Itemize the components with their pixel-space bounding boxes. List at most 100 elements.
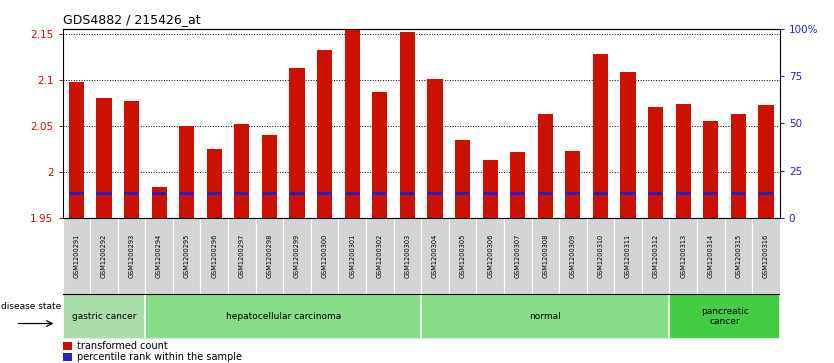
FancyBboxPatch shape <box>615 218 642 294</box>
Text: GSM1200294: GSM1200294 <box>156 234 162 278</box>
Bar <box>703 121 718 218</box>
Bar <box>152 187 167 218</box>
Bar <box>593 54 608 218</box>
FancyBboxPatch shape <box>725 218 752 294</box>
Bar <box>676 103 691 218</box>
FancyBboxPatch shape <box>559 218 586 294</box>
Bar <box>483 192 498 195</box>
FancyBboxPatch shape <box>173 218 200 294</box>
Bar <box>399 192 415 195</box>
Text: GSM1200306: GSM1200306 <box>487 234 493 278</box>
FancyBboxPatch shape <box>63 218 90 294</box>
Bar <box>262 135 277 218</box>
Bar <box>124 101 139 218</box>
Text: GSM1200302: GSM1200302 <box>377 234 383 278</box>
FancyBboxPatch shape <box>311 218 339 294</box>
Text: GSM1200304: GSM1200304 <box>432 234 438 278</box>
FancyBboxPatch shape <box>670 218 697 294</box>
FancyBboxPatch shape <box>90 218 118 294</box>
FancyBboxPatch shape <box>339 218 366 294</box>
FancyBboxPatch shape <box>421 218 449 294</box>
Text: GSM1200305: GSM1200305 <box>460 234 465 278</box>
Text: GSM1200297: GSM1200297 <box>239 234 245 278</box>
Bar <box>703 192 718 195</box>
Text: GSM1200291: GSM1200291 <box>73 234 79 278</box>
Bar <box>648 107 663 218</box>
FancyBboxPatch shape <box>256 218 284 294</box>
Bar <box>399 32 415 218</box>
Text: hepatocellular carcinoma: hepatocellular carcinoma <box>226 312 341 321</box>
Bar <box>289 68 304 218</box>
Text: GSM1200310: GSM1200310 <box>597 234 604 278</box>
FancyBboxPatch shape <box>642 218 670 294</box>
Bar <box>179 192 194 195</box>
Text: GSM1200316: GSM1200316 <box>763 234 769 278</box>
Bar <box>317 192 332 195</box>
Bar <box>207 149 222 218</box>
Bar <box>510 192 525 195</box>
Text: GSM1200312: GSM1200312 <box>653 234 659 278</box>
Bar <box>565 192 580 195</box>
Bar <box>455 192 470 195</box>
Bar <box>758 105 774 218</box>
Bar <box>538 192 553 195</box>
Text: GSM1200296: GSM1200296 <box>211 234 218 278</box>
Text: transformed count: transformed count <box>77 341 168 351</box>
Bar <box>648 192 663 195</box>
Text: GSM1200293: GSM1200293 <box>128 234 134 278</box>
Bar <box>124 192 139 195</box>
FancyBboxPatch shape <box>476 218 504 294</box>
Bar <box>207 192 222 195</box>
Bar <box>234 192 249 195</box>
Bar <box>63 353 72 361</box>
Bar <box>372 91 387 218</box>
Bar <box>289 192 304 195</box>
FancyBboxPatch shape <box>449 218 476 294</box>
FancyBboxPatch shape <box>228 218 256 294</box>
Text: percentile rank within the sample: percentile rank within the sample <box>77 352 242 362</box>
Text: gastric cancer: gastric cancer <box>72 312 136 321</box>
Bar <box>620 192 636 195</box>
Text: GSM1200295: GSM1200295 <box>183 234 189 278</box>
Bar <box>731 192 746 195</box>
Text: GSM1200307: GSM1200307 <box>515 234 520 278</box>
Bar <box>427 192 443 195</box>
Bar <box>68 82 84 218</box>
FancyBboxPatch shape <box>421 294 670 339</box>
Bar <box>455 139 470 218</box>
FancyBboxPatch shape <box>586 218 615 294</box>
Bar <box>676 192 691 195</box>
Bar <box>234 124 249 218</box>
Text: GSM1200299: GSM1200299 <box>294 234 300 278</box>
Bar <box>483 160 498 218</box>
Text: GSM1200301: GSM1200301 <box>349 234 355 278</box>
FancyBboxPatch shape <box>118 218 145 294</box>
Bar <box>68 192 84 195</box>
Bar <box>344 0 359 218</box>
Text: GSM1200308: GSM1200308 <box>542 234 548 278</box>
Bar <box>565 151 580 218</box>
Text: GSM1200292: GSM1200292 <box>101 234 107 278</box>
FancyBboxPatch shape <box>200 218 228 294</box>
Bar <box>152 192 167 195</box>
Bar <box>427 79 443 218</box>
FancyBboxPatch shape <box>366 218 394 294</box>
Text: disease state: disease state <box>1 302 62 311</box>
FancyBboxPatch shape <box>670 294 780 339</box>
Text: normal: normal <box>530 312 561 321</box>
Bar <box>510 151 525 218</box>
Text: GSM1200311: GSM1200311 <box>625 234 631 278</box>
Text: GSM1200298: GSM1200298 <box>266 234 273 278</box>
Bar <box>593 192 608 195</box>
Bar <box>262 192 277 195</box>
FancyBboxPatch shape <box>697 218 725 294</box>
Bar <box>758 192 774 195</box>
Text: GSM1200315: GSM1200315 <box>736 234 741 278</box>
Text: GDS4882 / 215426_at: GDS4882 / 215426_at <box>63 13 200 26</box>
FancyBboxPatch shape <box>284 218 311 294</box>
FancyBboxPatch shape <box>145 294 421 339</box>
Text: GSM1200309: GSM1200309 <box>570 234 576 278</box>
Bar <box>63 342 72 350</box>
Bar <box>731 114 746 218</box>
FancyBboxPatch shape <box>752 218 780 294</box>
